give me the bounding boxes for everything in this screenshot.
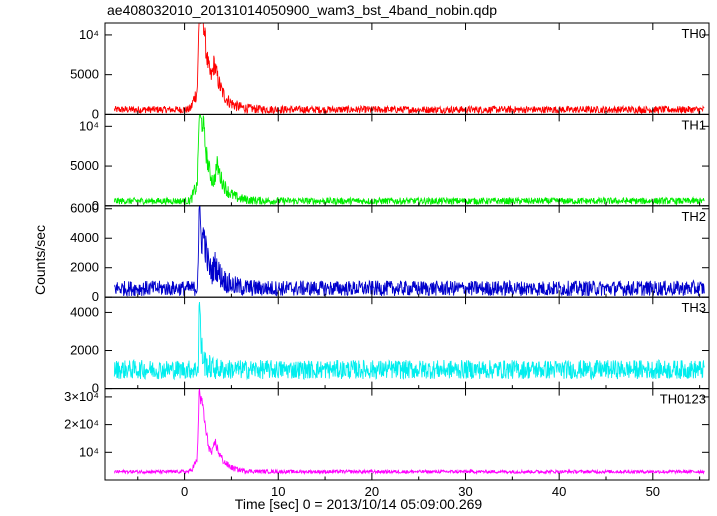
y-tick-label: 10⁴ [79,27,99,42]
y-tick-label: 0 [92,106,99,121]
x-tick-label: 40 [552,484,566,499]
y-tick-label: 10⁴ [79,118,99,133]
panel-label: TH2 [681,209,706,224]
y-axis-label: Counts/sec [32,224,48,296]
y-tick-label: 5000 [70,67,99,82]
x-tick-label: 50 [646,484,660,499]
series-line-th0123 [113,388,705,476]
y-tick-label: 2000 [70,260,99,275]
panel-frame [104,388,710,481]
panel-label: TH3 [681,300,706,315]
y-tick-label: 2000 [70,343,99,358]
chart-title: ae408032010_20131014050900_wam3_bst_4ban… [107,2,498,18]
y-tick-label: 4000 [70,304,99,319]
series-line-th3 [113,301,705,381]
y-tick-label: 10⁴ [79,444,99,459]
x-tick-label: 20 [365,484,379,499]
x-axis-label: Time [sec] 0 = 2013/10/14 05:09:00.269 [234,496,483,512]
series-line-th0 [113,22,705,116]
y-tick-label: 2×10⁴ [64,417,99,432]
y-tick-label: 0 [92,198,99,213]
y-tick-label: 6000 [70,201,99,216]
panel-label: TH0123 [660,392,706,407]
panel-frame [104,296,710,390]
y-tick-label: 4000 [70,230,99,245]
series-line-th2 [113,205,705,298]
panel-label: TH1 [681,117,706,132]
y-tick-label: 3×10⁴ [64,389,99,404]
y-tick-label: 0 [92,289,99,304]
x-tick-label: 30 [458,484,472,499]
x-tick-label: 0 [181,484,188,499]
series-line-th1 [113,113,705,207]
panel-label: TH0 [681,26,706,41]
y-tick-label: 0 [92,381,99,396]
x-tick-label: 10 [271,484,285,499]
y-tick-label: 5000 [70,158,99,173]
